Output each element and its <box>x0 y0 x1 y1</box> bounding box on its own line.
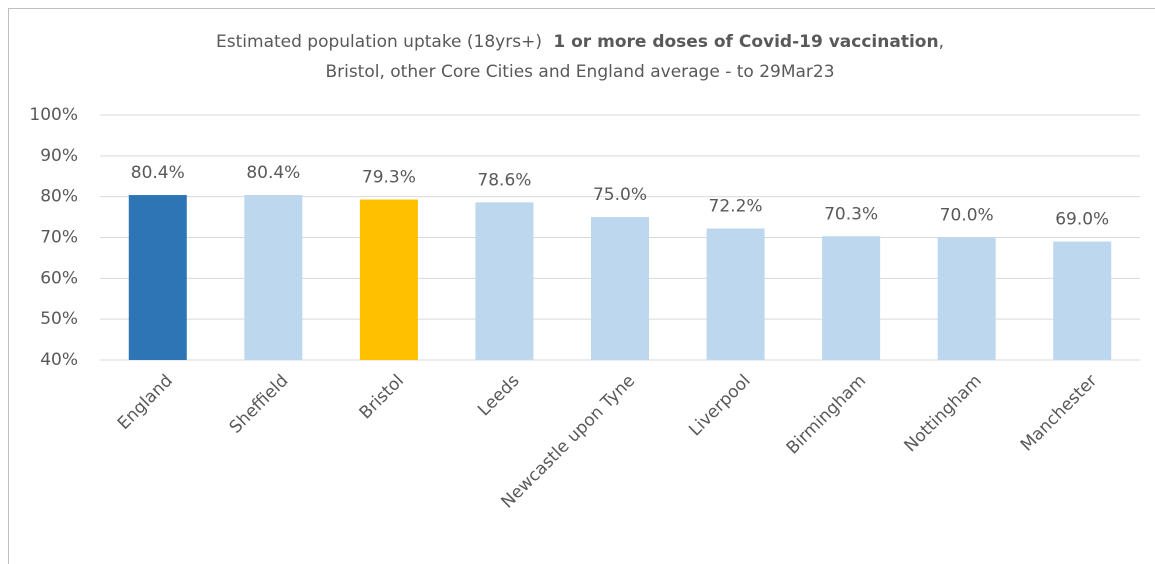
chart-frame <box>8 8 1155 564</box>
bar <box>822 236 881 360</box>
x-tick-label: England <box>114 371 177 434</box>
y-tick-label: 80% <box>40 187 78 207</box>
y-tick-label: 70% <box>40 228 78 248</box>
y-tick-label: 40% <box>40 350 78 370</box>
x-tick-label: Manchester <box>1017 371 1101 455</box>
x-tick-label: Newcastle upon Tyne <box>498 371 640 513</box>
title-part: , <box>939 32 944 52</box>
y-tick-label: 90% <box>40 146 78 166</box>
x-tick-label: Birmingham <box>783 371 870 458</box>
bar <box>244 195 303 360</box>
data-label: 69.0% <box>1055 210 1109 230</box>
chart-title: Estimated population uptake (18yrs+) 1 o… <box>216 32 944 52</box>
data-label: 75.0% <box>593 185 647 205</box>
bar <box>1053 241 1112 360</box>
y-tick-label: 60% <box>40 268 78 288</box>
x-tick-label: Leeds <box>474 371 523 420</box>
data-label: 78.6% <box>477 170 531 190</box>
data-label: 72.2% <box>709 197 763 217</box>
x-tick-label: Liverpool <box>685 371 754 440</box>
bar <box>937 237 996 360</box>
y-tick-label: 100% <box>29 105 78 125</box>
x-tick-label: Bristol <box>356 371 408 423</box>
data-label: 80.4% <box>246 163 300 183</box>
x-tick-label: Nottingham <box>901 371 986 456</box>
title-part: Estimated population uptake (18yrs+) <box>216 32 542 52</box>
data-label: 70.0% <box>940 206 994 226</box>
y-tick-label: 50% <box>40 309 78 329</box>
title-part: 1 or more doses of Covid-19 vaccination <box>553 32 938 52</box>
chart-subtitle: Bristol, other Core Cities and England a… <box>325 62 834 82</box>
bar <box>359 199 418 360</box>
x-tick-label: Sheffield <box>226 371 293 438</box>
data-label: 80.4% <box>131 163 185 183</box>
bar <box>591 217 649 360</box>
data-label: 79.3% <box>362 168 416 188</box>
bar <box>128 195 187 360</box>
data-label: 70.3% <box>824 204 878 224</box>
bar <box>475 202 534 360</box>
bar <box>706 228 765 360</box>
